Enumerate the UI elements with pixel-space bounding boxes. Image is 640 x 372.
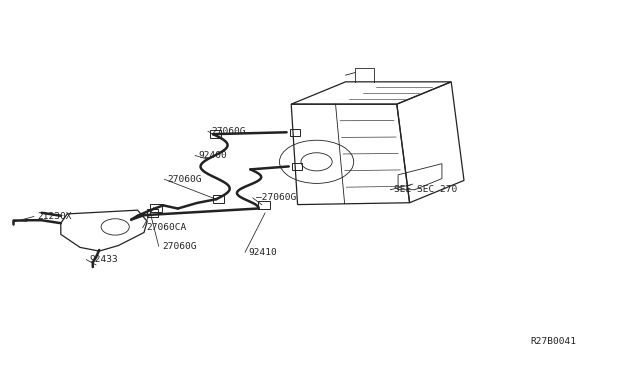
Text: 92400: 92400 [198, 151, 227, 160]
Bar [259, 201, 270, 209]
Text: 27060G: 27060G [211, 127, 246, 136]
Bar [212, 195, 224, 203]
Bar [147, 209, 159, 217]
Text: 92433: 92433 [90, 255, 118, 264]
Bar [290, 129, 300, 136]
Text: 92410: 92410 [248, 248, 277, 257]
Text: 27060G: 27060G [168, 175, 202, 184]
Text: 21230X: 21230X [37, 212, 72, 221]
Text: 27060G: 27060G [162, 242, 196, 251]
Bar [209, 130, 221, 138]
Text: SEE SEC 270: SEE SEC 270 [394, 185, 457, 194]
Text: —27060G: —27060G [256, 193, 296, 202]
Text: 27060CA: 27060CA [146, 223, 186, 232]
Bar [292, 163, 302, 170]
Bar [150, 204, 162, 212]
Text: R27B0041: R27B0041 [530, 337, 576, 346]
